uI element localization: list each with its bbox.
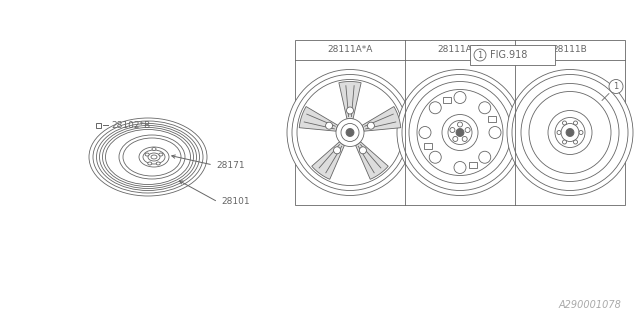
Circle shape [419,126,431,139]
Bar [470,45,555,65]
Circle shape [529,92,611,173]
Circle shape [489,126,501,139]
Circle shape [573,121,577,125]
Circle shape [579,131,583,134]
Circle shape [333,147,340,154]
Ellipse shape [102,127,193,187]
Circle shape [512,75,628,190]
Circle shape [563,140,566,144]
Ellipse shape [123,138,181,176]
Circle shape [563,121,566,125]
Circle shape [287,69,413,196]
Polygon shape [362,107,401,131]
Text: 28171: 28171 [216,161,244,170]
Circle shape [292,75,408,190]
Circle shape [367,122,374,129]
Text: 28111A*B: 28111A*B [437,45,483,54]
Circle shape [429,151,441,163]
Circle shape [341,124,359,141]
Text: 28101: 28101 [221,197,250,206]
Ellipse shape [139,147,169,167]
Circle shape [557,131,561,134]
Ellipse shape [145,153,149,156]
Text: 28111B: 28111B [552,45,588,54]
Bar [469,162,477,168]
Ellipse shape [99,125,196,188]
Text: 1: 1 [477,51,483,60]
Circle shape [462,136,467,141]
Polygon shape [300,107,338,131]
Bar [488,116,497,122]
Circle shape [521,84,619,181]
Ellipse shape [148,153,160,161]
Circle shape [326,122,333,129]
Ellipse shape [148,162,152,165]
Circle shape [336,118,364,147]
Bar [295,40,625,205]
Ellipse shape [143,150,165,164]
Bar [443,97,451,103]
Ellipse shape [119,135,185,179]
Circle shape [456,129,464,137]
Circle shape [465,128,470,132]
Circle shape [442,115,478,150]
Circle shape [454,92,466,103]
Circle shape [450,128,455,132]
Circle shape [409,82,511,183]
Circle shape [397,69,523,196]
Circle shape [609,79,623,93]
Circle shape [417,90,503,175]
Circle shape [360,147,367,154]
Circle shape [555,117,585,148]
Text: 28111A*A: 28111A*A [327,45,372,54]
Circle shape [454,162,466,173]
Circle shape [561,124,579,141]
Ellipse shape [93,121,203,193]
Circle shape [507,69,633,196]
Ellipse shape [151,155,157,159]
Polygon shape [356,142,388,179]
Circle shape [458,122,463,127]
Circle shape [479,151,491,163]
Circle shape [297,79,403,186]
Circle shape [479,102,491,114]
Circle shape [429,102,441,114]
Text: A290001078: A290001078 [559,300,621,310]
Ellipse shape [106,130,191,185]
Text: 28102*B: 28102*B [111,121,150,130]
Bar [424,143,431,149]
Circle shape [448,121,472,145]
Circle shape [452,136,458,141]
Polygon shape [312,142,344,179]
Circle shape [566,129,574,137]
Circle shape [573,140,577,144]
Text: FIG.918: FIG.918 [490,50,527,60]
Ellipse shape [97,124,200,190]
Text: 1: 1 [613,82,619,91]
Ellipse shape [156,162,160,165]
Circle shape [548,110,592,155]
Ellipse shape [159,153,163,156]
Circle shape [346,107,353,114]
Bar [96,123,101,128]
Polygon shape [339,82,361,119]
Circle shape [474,49,486,61]
Circle shape [346,129,354,137]
Ellipse shape [152,148,156,150]
Ellipse shape [89,118,207,196]
Circle shape [402,75,518,190]
